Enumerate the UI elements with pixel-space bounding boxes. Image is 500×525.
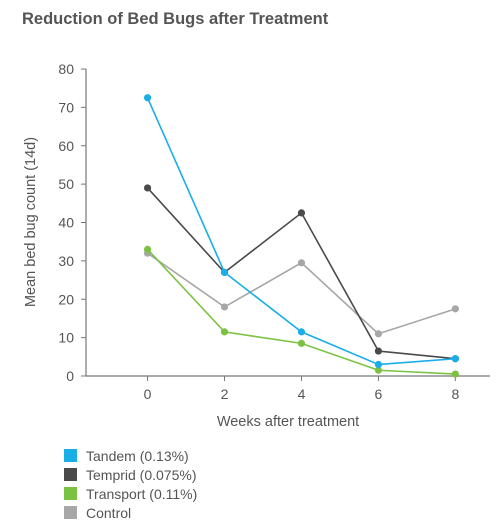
y-tick-label: 20 bbox=[58, 291, 74, 307]
series-transport bbox=[143, 245, 459, 378]
data-point-transport bbox=[297, 339, 306, 347]
y-axis-ticks: 0 10 20 30 40 50 60 70 80 bbox=[58, 61, 86, 384]
data-point-tandem bbox=[143, 94, 152, 102]
data-point-transport bbox=[451, 370, 459, 378]
y-tick-label: 70 bbox=[58, 99, 74, 115]
y-tick-label: 80 bbox=[58, 61, 74, 77]
y-axis-title: Mean bed bug count (14d) bbox=[23, 137, 39, 307]
x-tick-label: 0 bbox=[144, 386, 152, 402]
legend: Tandem (0.13%) Temprid (0.075%) Transport … bbox=[64, 446, 197, 522]
x-axis-ticks: 0 2 4 6 8 bbox=[144, 376, 459, 402]
data-point-tandem bbox=[451, 355, 459, 363]
x-tick-label: 6 bbox=[375, 386, 383, 402]
x-tick-label: 8 bbox=[451, 386, 459, 402]
legend-swatch bbox=[64, 468, 77, 481]
y-tick-label: 10 bbox=[58, 330, 74, 346]
data-point-control bbox=[451, 305, 459, 313]
data-point-transport bbox=[220, 328, 229, 336]
series-control bbox=[143, 249, 459, 338]
legend-item: Tandem (0.13%) bbox=[64, 446, 197, 465]
data-point-control bbox=[297, 259, 306, 267]
legend-label: Control bbox=[86, 504, 132, 521]
data-point-temprid bbox=[374, 347, 383, 355]
data-point-temprid bbox=[143, 184, 152, 192]
y-tick-label: 30 bbox=[58, 253, 74, 269]
data-point-control bbox=[220, 303, 229, 311]
series-temprid bbox=[143, 184, 459, 363]
data-point-control bbox=[374, 330, 383, 338]
legend-swatch bbox=[64, 449, 77, 462]
series-layer bbox=[143, 94, 459, 378]
y-tick-label: 50 bbox=[58, 176, 74, 192]
legend-item: Control bbox=[64, 503, 197, 522]
x-axis-title: Weeks after treatment bbox=[217, 414, 359, 430]
legend-label: Temprid (0.075%) bbox=[86, 466, 197, 483]
data-point-tandem bbox=[297, 328, 306, 336]
y-tick-label: 0 bbox=[66, 368, 74, 384]
x-tick-label: 4 bbox=[298, 386, 306, 402]
series-line-transport bbox=[146, 248, 456, 375]
data-point-transport bbox=[143, 245, 152, 253]
legend-item: Temprid (0.075%) bbox=[64, 465, 197, 484]
legend-item: Transport (0.11%) bbox=[64, 484, 197, 503]
series-tandem bbox=[143, 94, 459, 369]
y-tick-label: 60 bbox=[58, 138, 74, 154]
data-point-transport bbox=[374, 366, 383, 374]
data-point-tandem bbox=[374, 360, 383, 369]
x-tick-label: 2 bbox=[221, 386, 229, 402]
data-point-temprid bbox=[297, 209, 306, 217]
data-point-tandem bbox=[220, 268, 229, 276]
legend-label: Transport (0.11%) bbox=[86, 485, 198, 502]
line-chart: 0 10 20 30 40 50 60 70 80 0 2 4 6 8 Mean bed bug cou… bbox=[23, 61, 490, 430]
legend-label: Tandem (0.13%) bbox=[86, 447, 189, 464]
legend-swatch bbox=[64, 506, 77, 519]
y-tick-label: 40 bbox=[58, 215, 74, 231]
chart-title: Reduction of Bed Bugs after Treatment bbox=[22, 10, 329, 28]
legend-swatch bbox=[64, 487, 77, 500]
